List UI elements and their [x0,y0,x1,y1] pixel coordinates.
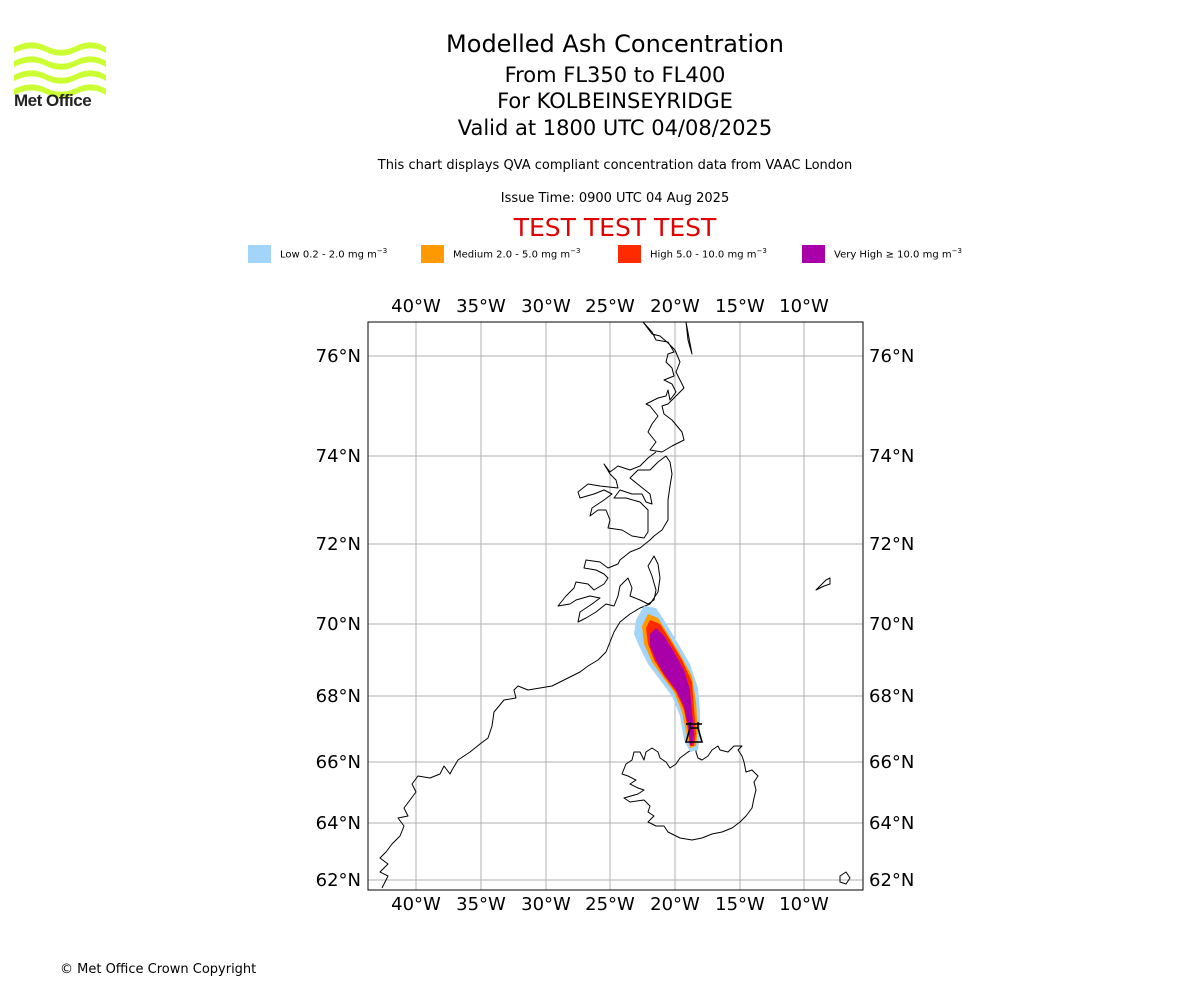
legend-item-medium: Medium 2.0 - 5.0 mg m−3 [421,244,580,264]
lat-label-right: 64°N [869,813,914,834]
lon-label-top: 15°W [715,296,765,317]
logo-wordmark: Met Office [14,91,92,110]
lat-label-right: 68°N [869,686,914,707]
lat-label-left: 64°N [316,813,361,834]
lon-label-bottom: 30°W [521,894,571,915]
faroe-islands [839,871,851,885]
legend-label-very-high: Very High ≥ 10.0 mg m−3 [834,247,962,261]
lat-label-right: 62°N [869,870,914,891]
lat-label-right: 76°N [869,346,914,367]
ash-cloud [634,606,700,752]
legend-swatch-low [248,245,271,263]
flight-levels: From FL350 to FL400 [504,63,726,87]
map-frame [367,321,864,891]
lon-label-top: 10°W [779,296,829,317]
legend-label-low: Low 0.2 - 2.0 mg m−3 [280,247,388,261]
lat-label-left: 72°N [316,534,361,555]
greenland-east-coast [379,451,673,889]
lat-label-left: 68°N [316,686,361,707]
issue-time: Issue Time: 0900 UTC 04 Aug 2025 [500,191,730,206]
ash-very-high-region [650,628,694,746]
lat-label-right: 70°N [869,614,914,635]
iceland-coast [621,745,759,841]
lon-label-bottom: 35°W [456,894,506,915]
jan-mayen [815,577,831,591]
lon-label-top: 40°W [391,296,441,317]
lat-label-left: 74°N [316,446,361,467]
lon-label-bottom: 40°W [391,894,441,915]
greenland-coast [642,321,685,453]
legend-label-medium: Medium 2.0 - 5.0 mg m−3 [453,247,581,261]
lon-label-bottom: 25°W [585,894,635,915]
map-gridlines [368,322,863,890]
lat-label-right: 74°N [869,446,914,467]
lat-label-right: 72°N [869,534,914,555]
volcano-name: For KOLBEINSEYRIDGE [497,89,733,113]
bell-icon [684,722,704,743]
coastlines [379,321,851,889]
legend-item-very-high: Very High ≥ 10.0 mg m−3 [802,244,962,264]
lat-label-left: 66°N [316,752,361,773]
legend-swatch-high [618,245,641,263]
legend-item-high: High 5.0 - 10.0 mg m−3 [618,244,767,264]
lat-label-right: 66°N [869,752,914,773]
legend-label-high: High 5.0 - 10.0 mg m−3 [650,247,767,261]
lon-label-top: 25°W [585,296,635,317]
chart-description: This chart displays QVA compliant concen… [377,158,853,173]
lat-label-left: 62°N [316,870,361,891]
test-banner: TEST TEST TEST [513,213,717,242]
lat-label-left: 76°N [316,346,361,367]
legend-item-low: Low 0.2 - 2.0 mg m−3 [248,244,387,264]
lon-label-bottom: 20°W [650,894,700,915]
lon-label-top: 30°W [521,296,571,317]
lon-label-bottom: 15°W [715,894,765,915]
lon-label-bottom: 10°W [779,894,829,915]
lon-label-top: 35°W [456,296,506,317]
legend-swatch-medium [421,245,444,263]
copyright-notice: © Met Office Crown Copyright [60,962,257,977]
valid-time: Valid at 1800 UTC 04/08/2025 [457,116,773,140]
chart-title: Modelled Ash Concentration [446,30,784,58]
met-office-logo [14,42,106,98]
lat-label-left: 70°N [316,614,361,635]
legend-swatch-very-high [802,245,825,263]
lon-label-top: 20°W [650,296,700,317]
